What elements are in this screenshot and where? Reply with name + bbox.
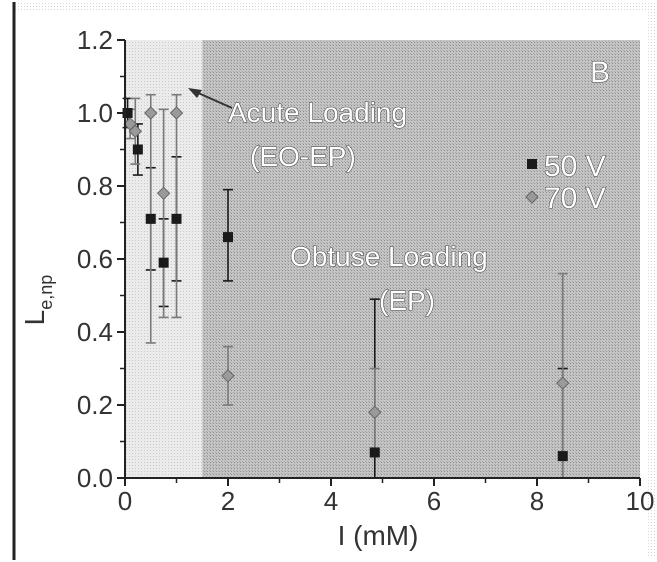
y-tick-label: 0.6 xyxy=(77,244,113,274)
y-axis-title: Le,np xyxy=(19,275,56,326)
obtuse-loading-region xyxy=(202,40,640,478)
data-point-50v xyxy=(132,144,143,155)
data-point-70v xyxy=(144,106,158,120)
x-tick-label: 10 xyxy=(626,486,655,516)
x-tick-label: 2 xyxy=(221,486,235,516)
data-point-50v xyxy=(158,257,169,268)
y-tick-label: 0.0 xyxy=(77,463,113,493)
y-tick-label: 0.8 xyxy=(77,171,113,201)
data-point-50v xyxy=(557,451,568,462)
legend: 50 V 70 V xyxy=(525,149,606,216)
obtuse-loading-annotation: Obtuse Loading xyxy=(290,241,488,272)
legend-marker-50v xyxy=(527,159,537,169)
legend-label-70v: 70 V xyxy=(544,182,606,215)
y-tick-label: 1.0 xyxy=(77,98,113,128)
y-axis-title-main: L xyxy=(19,310,50,326)
legend-label-50v: 50 V xyxy=(544,150,606,183)
acute-loading-arrowhead xyxy=(188,88,202,98)
axis-ticks: 0 2 4 6 8 10 0.0 0.2 0.4 0.6 0.8 1.0 1.2 xyxy=(77,25,655,516)
data-point-70v xyxy=(221,369,235,383)
data-point-50v xyxy=(369,447,380,458)
figure-frame-right xyxy=(647,2,655,558)
data-point-70v xyxy=(156,186,171,201)
y-tick-label: 0.2 xyxy=(77,390,113,420)
obtuse-loading-sub-annotation: (EP) xyxy=(379,285,435,316)
legend-marker-70v xyxy=(525,190,539,204)
acute-loading-sub-annotation: (EO-EP) xyxy=(250,141,356,172)
x-tick-label: 8 xyxy=(530,486,544,516)
x-tick-label: 4 xyxy=(324,486,338,516)
data-point-50v xyxy=(145,213,156,224)
figure-frame-top xyxy=(14,2,655,10)
x-tick-label: 6 xyxy=(427,486,441,516)
acute-loading-arrow xyxy=(195,91,233,109)
data-point-50v xyxy=(171,213,182,224)
panel-label: B xyxy=(590,56,610,89)
acute-loading-annotation: Acute Loading xyxy=(228,97,407,128)
data-marks xyxy=(122,93,570,479)
data-point-50v xyxy=(223,232,233,243)
y-tick-label: 1.2 xyxy=(77,25,113,55)
data-point-70v xyxy=(368,405,382,420)
svg-text:Le,np: Le,np xyxy=(19,275,56,326)
x-axis-title: I (mM) xyxy=(338,520,419,551)
data-point-70v xyxy=(169,106,184,120)
data-point-50v xyxy=(122,108,133,118)
data-point-70v xyxy=(556,376,570,390)
data-point-70v xyxy=(128,124,143,138)
y-axis-title-subscript: e,np xyxy=(36,275,56,310)
y-tick-label: 0.4 xyxy=(77,317,113,347)
x-tick-label: 0 xyxy=(118,486,132,516)
